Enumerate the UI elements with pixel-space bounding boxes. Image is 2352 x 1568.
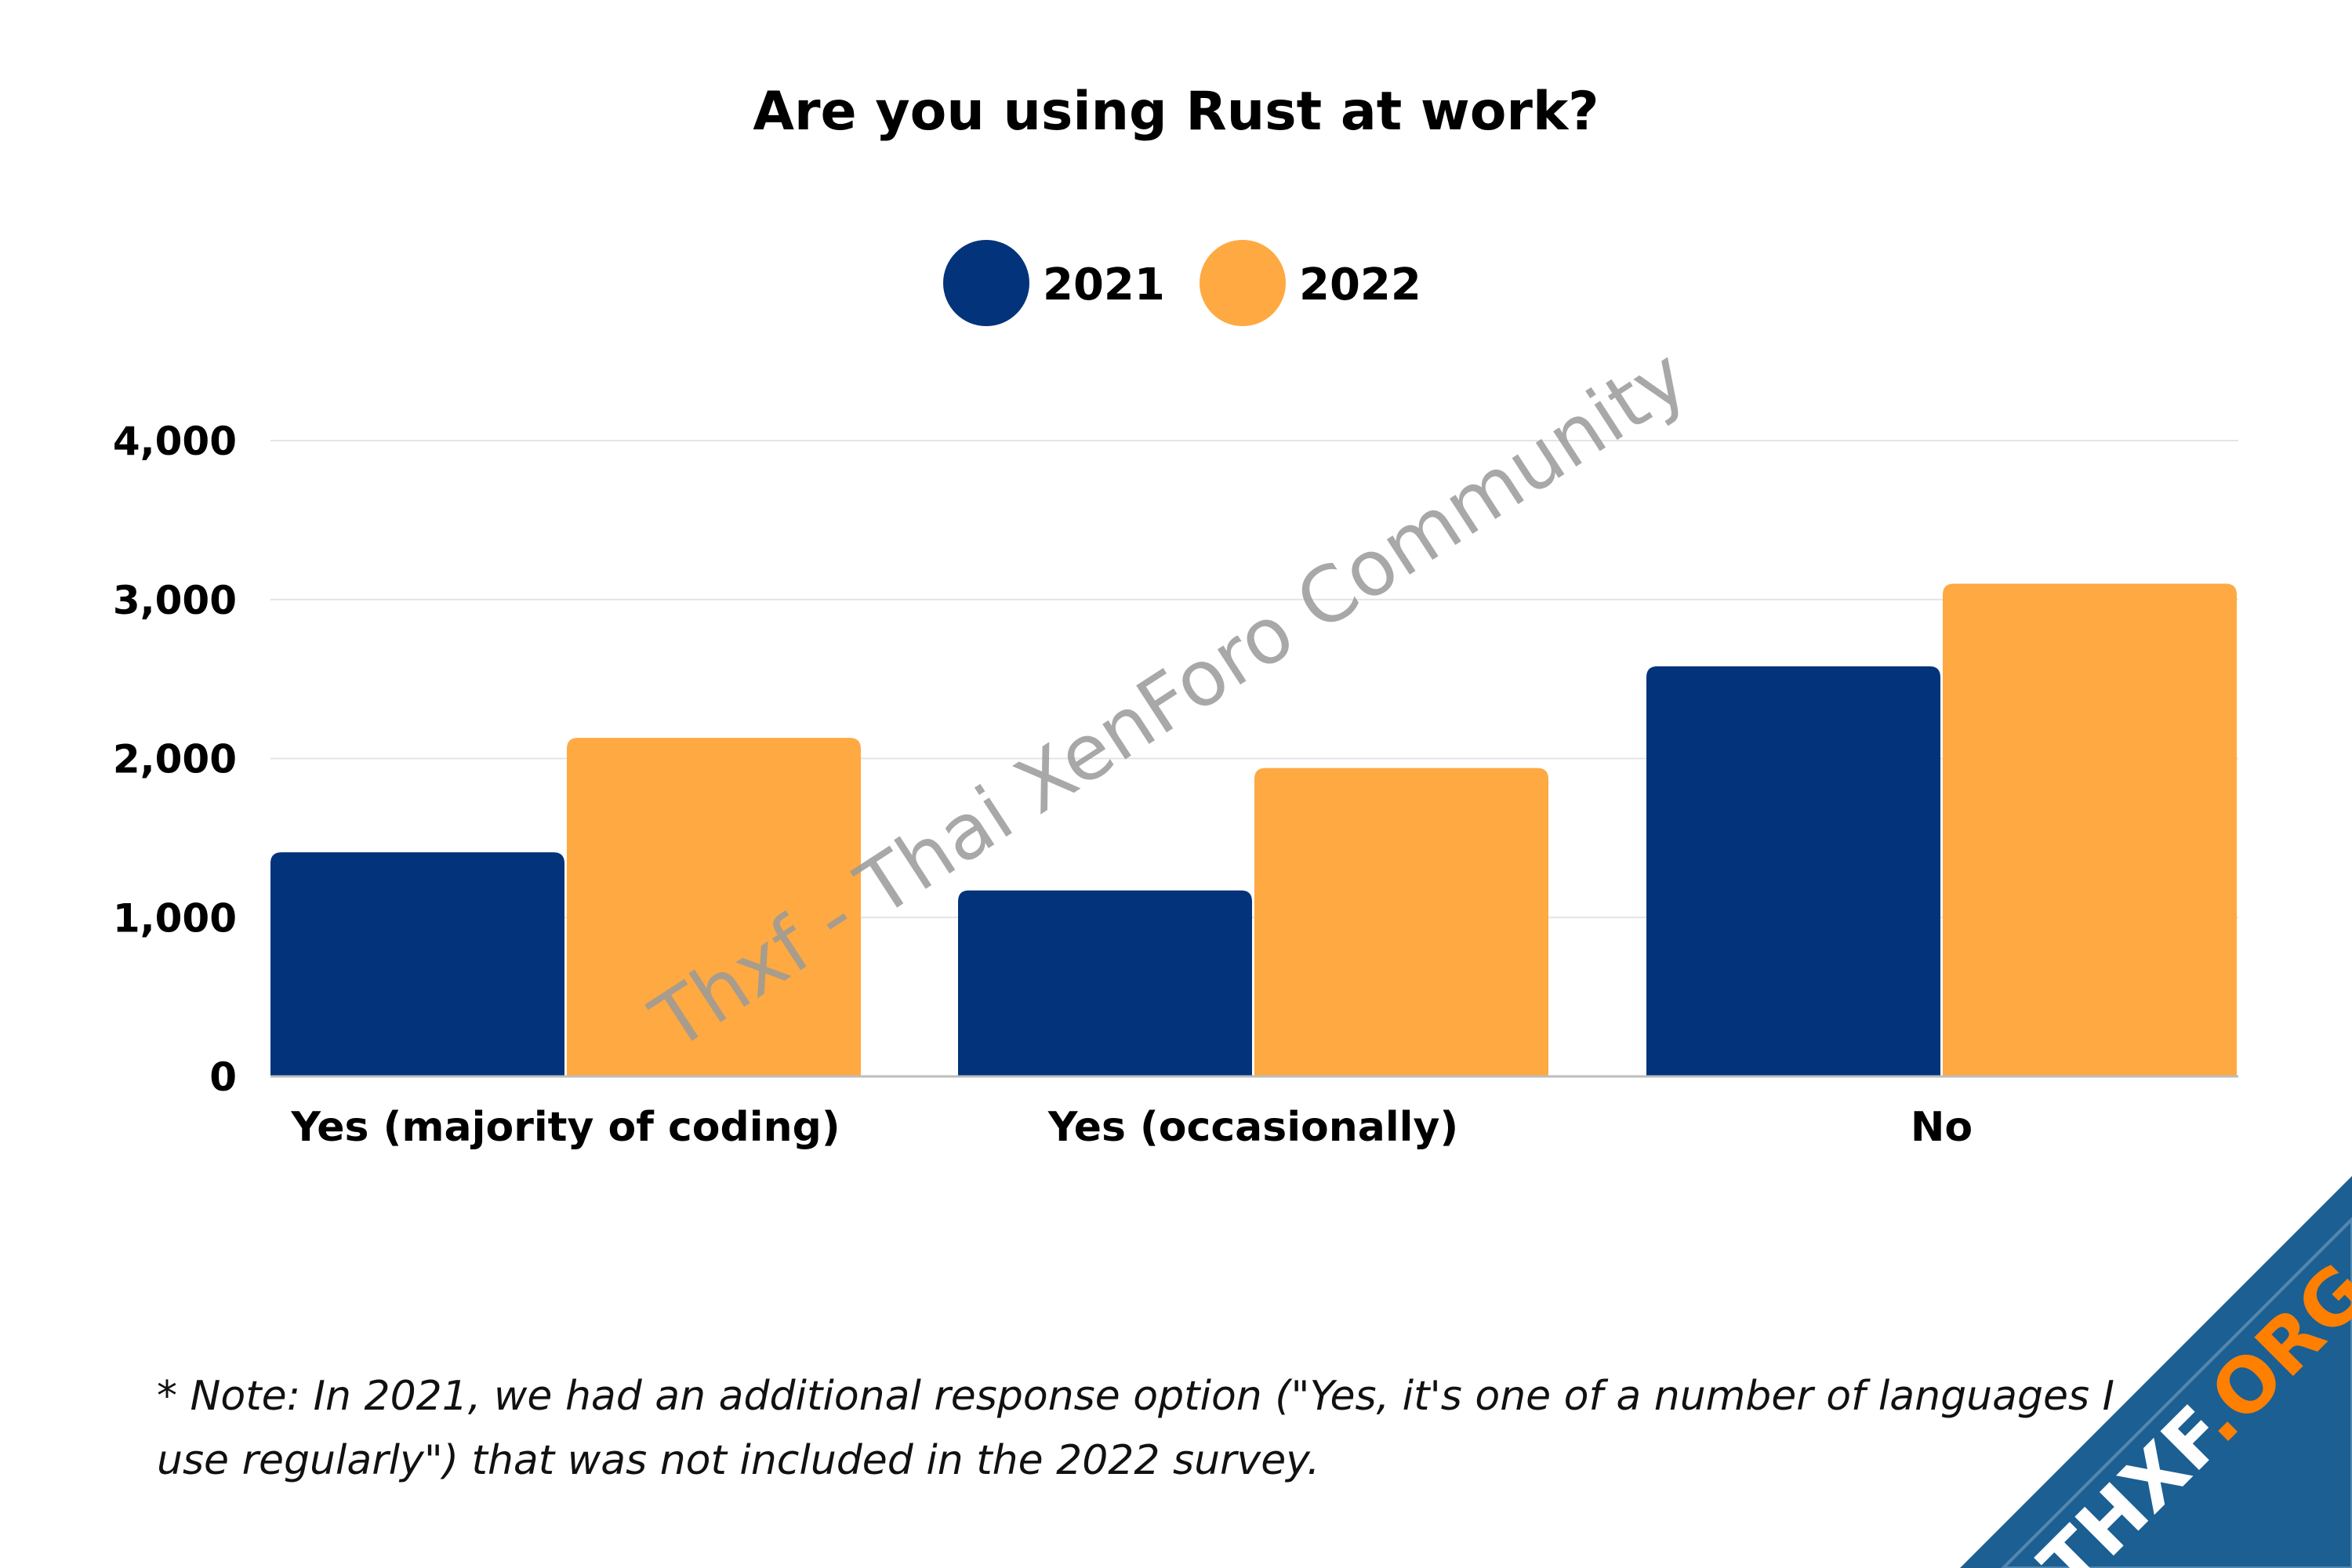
x-category-label: No bbox=[1911, 1104, 1973, 1151]
legend-swatch-2022 bbox=[1200, 240, 1286, 326]
x-category-label: Yes (majority of coding) bbox=[290, 1104, 840, 1151]
bars bbox=[270, 583, 2237, 1076]
footnote: * Note: In 2021, we had an additional re… bbox=[157, 1373, 2114, 1484]
y-tick-label: 4,000 bbox=[113, 419, 237, 464]
bar-2022-2 bbox=[1943, 583, 2237, 1076]
x-category-label: Yes (occasionally) bbox=[1047, 1104, 1458, 1151]
y-tick-label: 0 bbox=[209, 1054, 237, 1100]
legend-label-2021: 2021 bbox=[1043, 260, 1165, 310]
x-axis-categories: Yes (majority of coding) Yes (occasionall… bbox=[290, 1104, 1973, 1151]
legend-label-2022: 2022 bbox=[1299, 260, 1421, 310]
bar-2022-1 bbox=[1254, 768, 1548, 1076]
legend: 2021 2022 bbox=[943, 240, 1421, 326]
bar-2022-0 bbox=[567, 738, 861, 1076]
y-tick-label: 3,000 bbox=[113, 578, 237, 623]
bar-2021-1 bbox=[958, 890, 1252, 1076]
bar-2021-0 bbox=[270, 852, 564, 1076]
chart-title: Are you using Rust at work? bbox=[753, 81, 1599, 143]
bar-2021-2 bbox=[1646, 666, 1940, 1076]
y-tick-label: 2,000 bbox=[113, 737, 237, 782]
y-tick-label: 1,000 bbox=[113, 895, 237, 941]
logo-ribbon-inner bbox=[2001, 1217, 2352, 1568]
thxf-logo: THXF.ORG bbox=[1960, 1176, 2352, 1568]
y-axis-ticks: 0 1,000 2,000 3,000 4,000 bbox=[113, 419, 237, 1100]
legend-swatch-2021 bbox=[943, 240, 1029, 326]
